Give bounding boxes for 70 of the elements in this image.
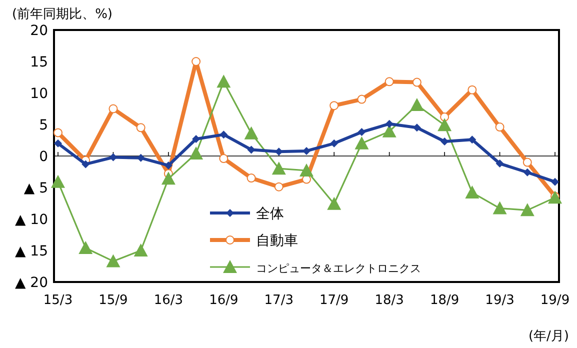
x-tick-label: 17/9 [320, 293, 349, 308]
x-tick-label: 19/9 [540, 293, 570, 308]
point [274, 182, 284, 192]
point [219, 154, 228, 164]
point [440, 112, 450, 122]
point [412, 124, 421, 132]
y-tick-label: ▲ 15 [14, 244, 48, 260]
legend-label: 自動車 [256, 233, 298, 249]
point [164, 161, 172, 170]
point [412, 78, 422, 87]
point [520, 203, 534, 216]
x-tick-label: 17/3 [264, 293, 294, 308]
point [78, 240, 93, 254]
point [220, 130, 228, 139]
point [495, 122, 504, 132]
y-tick-label: 5 [39, 118, 48, 134]
x-tick-label: 15/9 [98, 293, 128, 308]
x-tick-label: 18/3 [374, 293, 404, 308]
point [330, 139, 338, 148]
point [358, 128, 366, 136]
point [496, 160, 504, 168]
y-axis-title: (前年同期比、%) [12, 7, 112, 22]
point [106, 254, 120, 268]
point [522, 158, 532, 167]
point [54, 139, 62, 148]
point [51, 174, 65, 188]
point [523, 168, 532, 176]
legend-label: 全体 [256, 206, 284, 222]
point [272, 162, 286, 175]
point [410, 98, 424, 111]
point [161, 172, 176, 185]
y-tick-label: ▲ 20 [14, 275, 48, 291]
point [192, 57, 201, 66]
point [302, 146, 310, 155]
y-tick-label: 20 [30, 23, 48, 39]
y-tick-label: 10 [30, 86, 48, 102]
y-tick-label: ▲ 5 [24, 180, 48, 196]
point [300, 163, 314, 176]
point [189, 146, 204, 160]
point [134, 244, 148, 256]
point [216, 74, 231, 88]
point [438, 118, 452, 132]
point [136, 123, 146, 132]
point [548, 190, 562, 204]
x-tick-label: 19/3 [485, 293, 514, 308]
x-tick-label: 18/9 [430, 293, 460, 308]
point [108, 104, 118, 114]
point [54, 128, 62, 138]
point [384, 77, 394, 86]
x-tick-label: 16/3 [154, 293, 184, 308]
point [327, 196, 342, 210]
point [330, 101, 339, 110]
point [82, 160, 90, 168]
point [246, 174, 256, 183]
point [468, 136, 476, 144]
point [385, 120, 394, 128]
x-tick-label: 16/9 [209, 293, 238, 308]
point [551, 178, 559, 186]
point [244, 126, 258, 140]
y-tick-label: 0 [39, 149, 48, 165]
x-tick-label: 15/3 [43, 293, 73, 308]
point [465, 186, 480, 199]
point [492, 201, 507, 214]
y-tick-label: 15 [30, 54, 48, 70]
legend-label: コンピュータ＆エレクトロニクス [256, 262, 421, 275]
y-tick-label: ▲ 10 [14, 212, 48, 228]
point [468, 85, 477, 94]
x-axis-title: (年/月) [528, 329, 569, 344]
point [354, 136, 369, 150]
point [357, 94, 366, 104]
